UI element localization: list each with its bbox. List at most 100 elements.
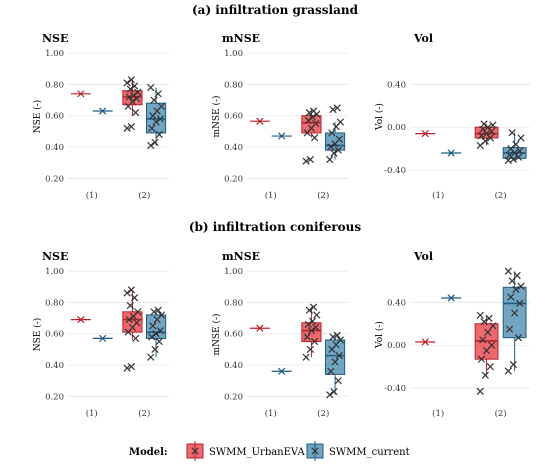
x-tick-label: (1)	[432, 190, 444, 201]
data-point	[331, 358, 339, 366]
single-value-point	[77, 316, 85, 324]
boxplot-urbaneva	[122, 76, 143, 132]
data-point	[512, 285, 520, 294]
data-point	[488, 341, 496, 349]
legend-title: Model:	[129, 447, 168, 458]
y-tick-label: 0.20	[224, 392, 243, 402]
single-value-point	[447, 149, 455, 157]
chart-panel-3: Vol -0.40 0.00 0.40 Vol (-) (1) (2)	[374, 32, 530, 201]
data-point	[516, 147, 524, 155]
data-point	[313, 311, 321, 319]
data-point	[477, 355, 486, 363]
data-point	[335, 135, 343, 143]
data-point	[126, 85, 134, 93]
data-point	[148, 124, 156, 132]
data-point	[127, 286, 135, 294]
data-point	[311, 133, 319, 142]
single-value-point	[278, 132, 286, 140]
y-tick-label: 0.80	[224, 80, 243, 90]
y-tick-label: 0.80	[45, 80, 64, 90]
data-point	[155, 337, 163, 346]
x-tick-label: (1)	[265, 190, 277, 201]
data-point	[155, 130, 163, 139]
boxplot-current	[145, 83, 167, 150]
x-tick-label: (1)	[432, 408, 444, 419]
data-point	[156, 326, 164, 335]
boxplot-current	[324, 331, 346, 399]
data-point	[336, 118, 345, 126]
legend-swatch-point	[191, 447, 199, 455]
section-title-a: (a) infiltration grassland	[192, 3, 359, 17]
y-tick-label: 0.40	[224, 143, 243, 153]
data-point	[489, 121, 497, 129]
data-point	[476, 387, 484, 395]
single-value-point	[256, 324, 264, 332]
y-axis-label: Vol (-)	[374, 321, 385, 349]
data-point	[514, 334, 523, 342]
data-point	[149, 322, 157, 330]
data-point	[308, 113, 317, 121]
data-point	[157, 311, 166, 319]
data-point	[485, 314, 493, 323]
y-axis-label: mNSE (-)	[211, 95, 222, 137]
section-title-b: (b) infiltration coniferous	[189, 220, 362, 234]
data-point	[134, 308, 142, 316]
data-point	[152, 330, 160, 338]
legend: Model: SWMM_UrbanEVA SWMM_current	[129, 441, 410, 461]
data-point	[329, 333, 337, 341]
data-point	[148, 333, 156, 341]
data-point	[311, 337, 319, 346]
data-point	[326, 391, 334, 399]
data-point	[479, 125, 487, 133]
data-point	[329, 105, 337, 114]
panel-title: mNSE	[222, 250, 260, 263]
data-point	[477, 132, 486, 140]
data-point	[302, 157, 310, 165]
x-tick-label: (2)	[317, 408, 329, 419]
data-point	[484, 328, 492, 336]
data-point	[309, 107, 318, 115]
data-point	[130, 82, 139, 90]
single-value-point	[77, 90, 85, 98]
boxplot-urbaneva	[474, 311, 499, 395]
data-point	[306, 155, 314, 164]
x-tick-label: (2)	[317, 190, 329, 201]
y-tick-label: 0.40	[224, 361, 243, 371]
single-value-point	[447, 294, 455, 302]
single-value-point	[278, 367, 286, 375]
boxplot-urbaneva	[474, 120, 499, 150]
y-tick-label: 0.00	[387, 341, 406, 351]
boxplot-current	[502, 128, 527, 165]
data-point	[151, 138, 159, 146]
boxplot-urbaneva	[301, 303, 322, 361]
data-point	[326, 155, 334, 164]
data-point	[306, 345, 314, 353]
data-point	[151, 345, 159, 353]
single-value-point	[99, 107, 107, 115]
data-point	[123, 79, 131, 87]
legend-label: SWMM_UrbanEVA	[209, 447, 305, 458]
data-point	[152, 118, 160, 126]
data-point	[150, 96, 158, 104]
boxplot-current	[502, 267, 527, 375]
y-tick-label: 0.40	[387, 80, 406, 90]
legend-swatch-point	[311, 447, 319, 455]
panel-title: mNSE	[222, 32, 260, 45]
y-tick-label: 0.40	[387, 298, 406, 308]
data-point	[127, 76, 135, 84]
y-tick-label: -0.40	[384, 166, 406, 176]
y-tick-label: 0.60	[45, 330, 64, 340]
y-tick-label: 1.00	[224, 49, 243, 59]
data-point	[132, 334, 140, 343]
y-tick-label: 0.40	[45, 361, 64, 371]
data-point	[123, 364, 131, 372]
data-point	[312, 119, 320, 128]
x-tick-label: (2)	[138, 190, 150, 201]
data-point	[147, 83, 155, 92]
panel-title: Vol	[413, 250, 433, 263]
x-tick-label: (1)	[86, 190, 98, 201]
chart-panel-1: NSE 0.20 0.40 0.60 0.80 1.00 NSE (-) (1) (2)	[32, 32, 169, 201]
data-point	[128, 98, 137, 106]
data-point	[330, 387, 338, 396]
